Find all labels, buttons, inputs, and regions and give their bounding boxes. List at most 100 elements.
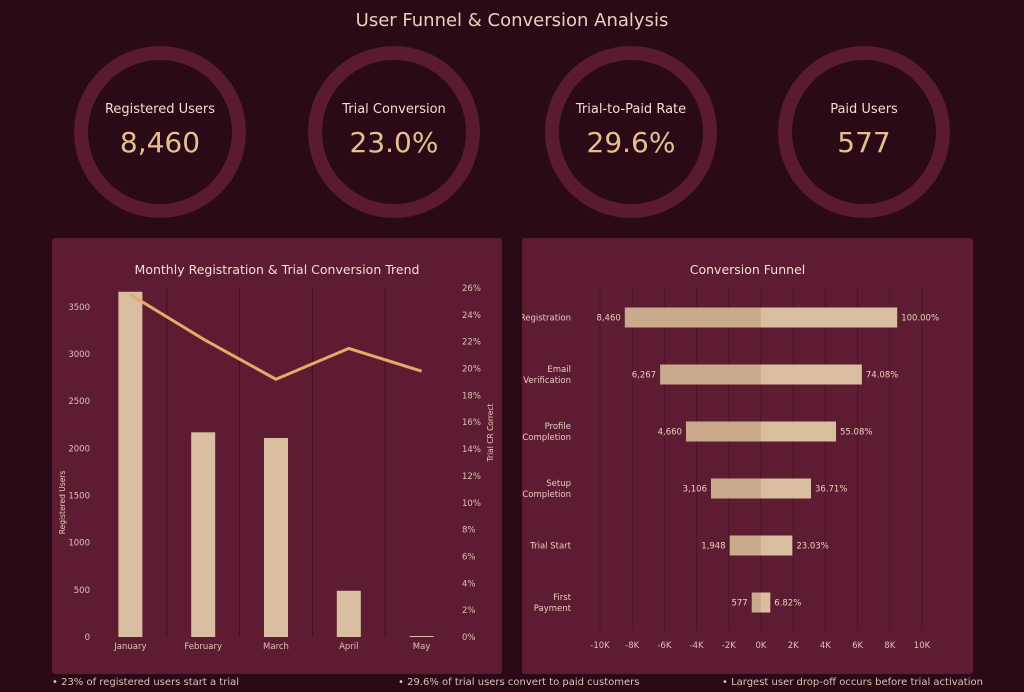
funnel-stage-label: Setup <box>546 479 571 489</box>
funnel-bar-left <box>685 421 761 442</box>
y-tick-label: 3500 <box>68 303 90 313</box>
funnel-bar-right <box>761 592 771 613</box>
x-tick-label: February <box>184 642 222 652</box>
x-tick-label: 10K <box>914 641 931 651</box>
bar-registered-users <box>264 437 288 637</box>
funnel-value-label: 4,660 <box>658 428 682 438</box>
kpi-value: 577 <box>837 126 891 159</box>
y-tick-label: 1500 <box>68 492 90 502</box>
funnel-stage-label: Email <box>547 365 571 375</box>
funnel-stage-label: Registration <box>522 314 571 324</box>
x-tick-label: 6K <box>852 641 863 651</box>
y-tick-label: 2500 <box>68 397 90 407</box>
y2-tick-label: 0% <box>462 633 476 643</box>
kpi-paid-users: Paid Users 577 <box>778 46 950 218</box>
bar-registered-users <box>191 432 216 637</box>
funnel-bar-right <box>761 478 812 499</box>
kpi-value: 8,460 <box>119 126 201 159</box>
y2-axis-title: Trial CR Correct <box>486 403 495 462</box>
y2-tick-label: 26% <box>462 284 481 294</box>
funnel-stage-label: Completion <box>522 433 571 443</box>
x-tick-label: April <box>339 642 358 652</box>
x-tick-label: -6K <box>657 641 671 651</box>
y2-tick-label: 4% <box>462 579 476 589</box>
funnel-percent-label: 74.08% <box>866 371 898 381</box>
kpi-label: Registered Users <box>104 102 216 117</box>
kpi-value: 23.0% <box>349 126 439 159</box>
funnel-percent-label: 23.03% <box>796 542 828 552</box>
y2-tick-label: 20% <box>462 365 481 375</box>
kpi-label: Trial Conversion <box>342 102 446 117</box>
bar-registered-users <box>336 590 361 637</box>
y-axis-title: Registered Users <box>58 471 67 535</box>
funnel-bar-left <box>710 478 761 499</box>
kpi-registered-users: Registered Users 8,460 <box>74 46 246 218</box>
funnel-bar-left <box>751 592 761 613</box>
x-tick-label: 4K <box>820 641 831 651</box>
y2-tick-label: 16% <box>462 418 481 428</box>
funnel-stage-label: Payment <box>534 604 572 614</box>
x-tick-label: 8K <box>884 641 895 651</box>
funnel-bar-right <box>761 421 837 442</box>
chart-title: Conversion Funnel <box>689 262 806 277</box>
x-tick-label: January <box>113 642 146 652</box>
funnel-bar-right <box>761 364 862 385</box>
funnel-value-label: 1,948 <box>701 542 725 552</box>
funnel-percent-label: 100.00% <box>901 314 939 324</box>
kpi-trial-conversion: Trial Conversion 23.0% <box>308 46 480 218</box>
chart-title: Monthly Registration & Trial Conversion … <box>134 262 420 277</box>
funnel-stage-label: Profile <box>545 422 571 432</box>
bar-registered-users <box>409 636 434 637</box>
funnel-percent-label: 55.08% <box>840 428 872 438</box>
y-tick-label: 1000 <box>68 539 90 549</box>
bar-registered-users <box>118 291 143 637</box>
y2-tick-label: 14% <box>462 445 481 455</box>
funnel-percent-label: 6.82% <box>774 599 801 609</box>
kpi-value: 29.6% <box>586 126 676 159</box>
x-tick-label: -10K <box>590 641 610 651</box>
funnel-bar-right <box>761 535 793 556</box>
funnel-bar-left <box>660 364 761 385</box>
funnel-chart: -10K -8K -6K -4K -2K 0K 2K 4K 6K 8K 10K 8,460 100.00… <box>520 288 939 651</box>
y-tick-label: 0 <box>85 633 90 643</box>
footnote-trial-start: • 23% of registered users start a trial <box>52 677 240 688</box>
page-title: User Funnel & Conversion Analysis <box>355 10 669 31</box>
y2-tick-label: 8% <box>462 526 476 536</box>
x-tick-label: May <box>413 642 431 652</box>
funnel-stage-label: First <box>553 593 572 603</box>
kpi-label: Trial-to-Paid Rate <box>575 102 687 117</box>
y-tick-label: 2000 <box>68 444 90 454</box>
trend-chart-panel: Monthly Registration & Trial Conversion … <box>52 238 502 674</box>
y2-tick-label: 22% <box>462 338 481 348</box>
funnel-value-label: 8,460 <box>596 314 620 324</box>
funnel-value-label: 6,267 <box>632 371 656 381</box>
y-tick-label: 500 <box>74 586 90 596</box>
funnel-bar-left <box>729 535 761 556</box>
funnel-stage-label: Verification <box>523 376 571 386</box>
y2-tick-label: 6% <box>462 552 476 562</box>
x-tick-label: 0K <box>756 641 767 651</box>
y2-tick-label: 24% <box>462 311 481 321</box>
x-tick-label: -8K <box>625 641 639 651</box>
x-tick-label: 2K <box>788 641 799 651</box>
y-tick-label: 3000 <box>68 350 90 360</box>
x-tick-label: -4K <box>690 641 704 651</box>
y2-tick-label: 2% <box>462 606 476 616</box>
trend-chart: 0 500 1000 1500 2000 2500 3000 3500 0% 2% 4% 6% 8% 10… <box>58 284 495 652</box>
funnel-chart-panel: Conversion Funnel -10K -8K -6K -4K -2K 0K 2K 4K… <box>520 238 973 674</box>
y2-tick-label: 12% <box>462 472 481 482</box>
funnel-value-label: 577 <box>731 599 747 609</box>
x-tick-label: -2K <box>722 641 736 651</box>
y2-tick-label: 18% <box>462 391 481 401</box>
funnel-bar-right <box>761 307 898 328</box>
kpi-label: Paid Users <box>830 102 898 117</box>
x-tick-label: March <box>263 642 289 652</box>
funnel-stage-label: Completion <box>522 490 571 500</box>
funnel-stage-label: Trial Start <box>529 542 572 552</box>
footnote-drop-off: • Largest user drop-off occurs before tr… <box>722 677 983 688</box>
footnote-paid-conversion: • 29.6% of trial users convert to paid c… <box>398 677 640 688</box>
kpi-trial-to-paid-rate: Trial-to-Paid Rate 29.6% <box>545 46 717 218</box>
funnel-bar-left <box>624 307 761 328</box>
line-trial-cr <box>129 293 423 381</box>
funnel-percent-label: 36.71% <box>815 485 847 495</box>
